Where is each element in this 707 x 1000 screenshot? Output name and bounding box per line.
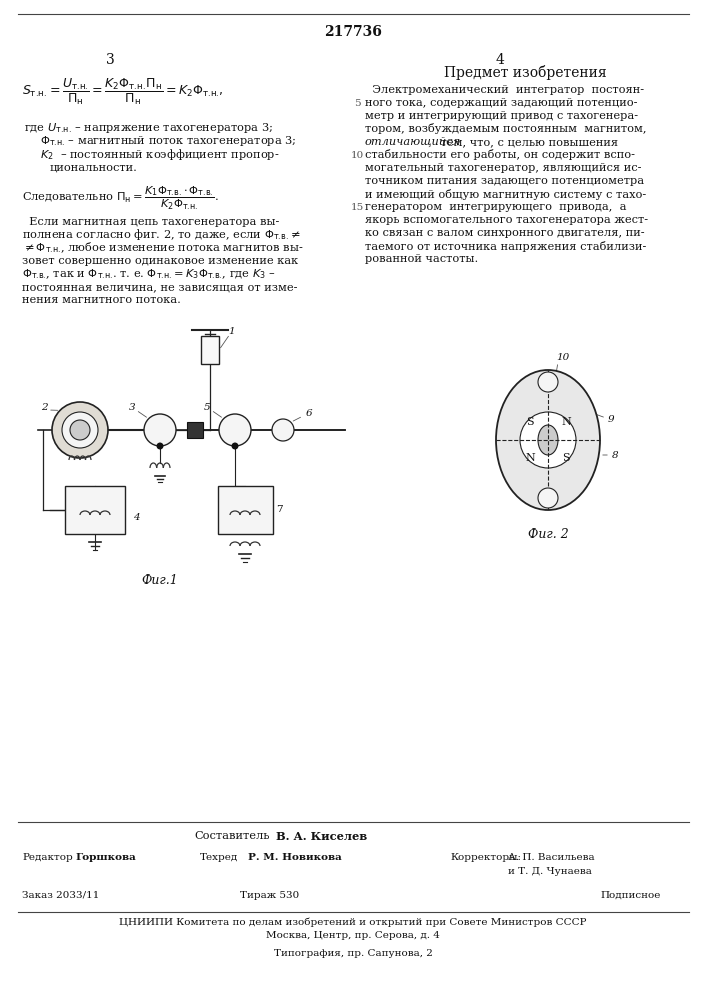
Text: 9: 9 xyxy=(608,416,614,424)
Circle shape xyxy=(538,372,558,392)
Ellipse shape xyxy=(496,370,600,510)
Circle shape xyxy=(62,412,98,448)
Text: Техред: Техред xyxy=(200,854,238,862)
Text: ЦНИИПИ Комитета по делам изобретений и открытий при Совете Министров СССР: ЦНИИПИ Комитета по делам изобретений и о… xyxy=(119,917,587,927)
Text: и имеющий общую магнитную систему с тахо-: и имеющий общую магнитную систему с тахо… xyxy=(365,188,646,200)
Text: рованной частоты.: рованной частоты. xyxy=(365,254,478,264)
Text: N: N xyxy=(561,417,571,427)
Text: В. А. Киселев: В. А. Киселев xyxy=(276,830,367,842)
Text: циональности.: циональности. xyxy=(50,162,138,172)
Text: $\Phi_{\text{т.н.}}$ – магнитный поток тахогенератора 3;: $\Phi_{\text{т.н.}}$ – магнитный поток т… xyxy=(40,134,296,148)
Text: Электромеханический  интегратор  постоян-: Электромеханический интегратор постоян- xyxy=(365,85,644,95)
Circle shape xyxy=(272,419,294,441)
Text: 10: 10 xyxy=(556,354,569,362)
Text: таемого от источника напряжения стабилизи-: таемого от источника напряжения стабилиз… xyxy=(365,240,646,251)
Text: $S_{\text{т.н.}}= \dfrac{U_{\text{т.н.}}}{\Pi_{\text{н}}} = \dfrac{K_2\Phi_{\tex: $S_{\text{т.н.}}= \dfrac{U_{\text{т.н.}}… xyxy=(22,77,223,107)
Text: Если магнитная цепь тахогенератора вы-: Если магнитная цепь тахогенератора вы- xyxy=(22,217,279,227)
Text: $\neq\Phi_{\text{т.н.}}$, любое изменение потока магнитов вы-: $\neq\Phi_{\text{т.н.}}$, любое изменени… xyxy=(22,241,303,255)
Text: 15: 15 xyxy=(351,202,363,212)
Circle shape xyxy=(70,420,90,440)
Text: постоянная величина, не зависящая от изме-: постоянная величина, не зависящая от изм… xyxy=(22,282,298,292)
Circle shape xyxy=(156,442,163,450)
Text: Предмет изобретения: Предмет изобретения xyxy=(444,64,607,80)
Text: могательный тахогенератор, являющийся ис-: могательный тахогенератор, являющийся ис… xyxy=(365,163,641,173)
Circle shape xyxy=(520,412,576,468)
Text: 2: 2 xyxy=(41,403,47,412)
Text: отличающийся: отличающийся xyxy=(365,137,461,147)
Text: тем, что, с целью повышения: тем, что, с целью повышения xyxy=(437,137,618,147)
Text: тором, возбуждаемым постоянным  магнитом,: тором, возбуждаемым постоянным магнитом, xyxy=(365,123,646,134)
Circle shape xyxy=(538,488,558,508)
Text: где $U_{\text{т.н.}}$ – напряжение тахогенератора 3;: где $U_{\text{т.н.}}$ – напряжение тахог… xyxy=(24,121,273,135)
Text: Москва, Центр, пр. Серова, д. 4: Москва, Центр, пр. Серова, д. 4 xyxy=(266,930,440,940)
Text: 4: 4 xyxy=(133,514,139,522)
Text: 4: 4 xyxy=(496,53,504,67)
Text: Тираж 530: Тираж 530 xyxy=(240,890,300,900)
Text: зовет совершенно одинаковое изменение как: зовет совершенно одинаковое изменение ка… xyxy=(22,256,298,266)
Text: N: N xyxy=(525,453,535,463)
Text: 217736: 217736 xyxy=(324,25,382,39)
Text: 6: 6 xyxy=(305,410,312,418)
Text: Редактор: Редактор xyxy=(22,854,73,862)
Ellipse shape xyxy=(538,425,558,455)
Text: нения магнитного потока.: нения магнитного потока. xyxy=(22,295,181,305)
Text: Заказ 2033/11: Заказ 2033/11 xyxy=(22,890,100,900)
Text: S: S xyxy=(562,453,570,463)
Text: 5: 5 xyxy=(354,99,361,107)
Text: 5: 5 xyxy=(204,403,210,412)
Text: $K_2$  – постоянный коэффициент пропор-: $K_2$ – постоянный коэффициент пропор- xyxy=(40,146,279,161)
Bar xyxy=(218,486,273,534)
Text: точником питания задающего потенциометра: точником питания задающего потенциометра xyxy=(365,176,644,186)
Text: Р. М. Новикова: Р. М. Новикова xyxy=(248,854,341,862)
Text: якорь вспомогательного тахогенератора жест-: якорь вспомогательного тахогенератора же… xyxy=(365,215,648,225)
Text: Горшкова: Горшкова xyxy=(75,854,136,862)
Text: ко связан с валом синхронного двигателя, пи-: ко связан с валом синхронного двигателя,… xyxy=(365,228,645,238)
Bar xyxy=(187,422,203,438)
Text: 3: 3 xyxy=(129,403,135,412)
Text: Корректоры:: Корректоры: xyxy=(450,854,521,862)
Text: 1: 1 xyxy=(228,328,235,336)
Text: А. П. Васильева: А. П. Васильева xyxy=(508,854,595,862)
Text: S: S xyxy=(526,417,534,427)
Text: и Т. Д. Чунаева: и Т. Д. Чунаева xyxy=(508,867,592,876)
Text: полнена согласно фиг. 2, то даже, если $\Phi_{\text{т.в.}}\neq$: полнена согласно фиг. 2, то даже, если $… xyxy=(22,228,300,242)
Text: 3: 3 xyxy=(105,53,115,67)
Bar xyxy=(201,336,219,364)
Text: 7: 7 xyxy=(276,506,283,514)
Text: генератором  интегрирующего  привода,  а: генератором интегрирующего привода, а xyxy=(365,202,626,212)
Text: $\Phi_{\text{т.в.}}$, так и $\Phi_{\text{т.н.}}$. т. е. $\Phi_{\text{т.н.}} = K_: $\Phi_{\text{т.в.}}$, так и $\Phi_{\text… xyxy=(22,267,276,281)
Bar xyxy=(65,486,125,534)
Text: Фиг.1: Фиг.1 xyxy=(141,574,178,586)
Circle shape xyxy=(219,414,251,446)
Circle shape xyxy=(231,442,238,450)
Circle shape xyxy=(52,402,108,458)
Text: Подписное: Подписное xyxy=(600,890,660,900)
Text: Фиг. 2: Фиг. 2 xyxy=(527,528,568,542)
Text: Типография, пр. Сапунова, 2: Типография, пр. Сапунова, 2 xyxy=(274,948,433,958)
Text: 8: 8 xyxy=(612,450,619,460)
Text: стабильности его работы, он содержит вспо-: стабильности его работы, он содержит всп… xyxy=(365,149,635,160)
Text: метр и интегрирующий привод с тахогенера-: метр и интегрирующий привод с тахогенера… xyxy=(365,111,638,121)
Text: 10: 10 xyxy=(351,150,363,159)
Circle shape xyxy=(144,414,176,446)
Text: Составитель: Составитель xyxy=(194,831,270,841)
Text: ного тока, содержащий задающий потенцио-: ного тока, содержащий задающий потенцио- xyxy=(365,98,638,108)
Text: Следовательно $\Pi_{\text{н}} = \dfrac{K_1\Phi_{\text{т.в.}} \cdot \Phi_{\text{т: Следовательно $\Pi_{\text{н}} = \dfrac{K… xyxy=(22,184,218,212)
